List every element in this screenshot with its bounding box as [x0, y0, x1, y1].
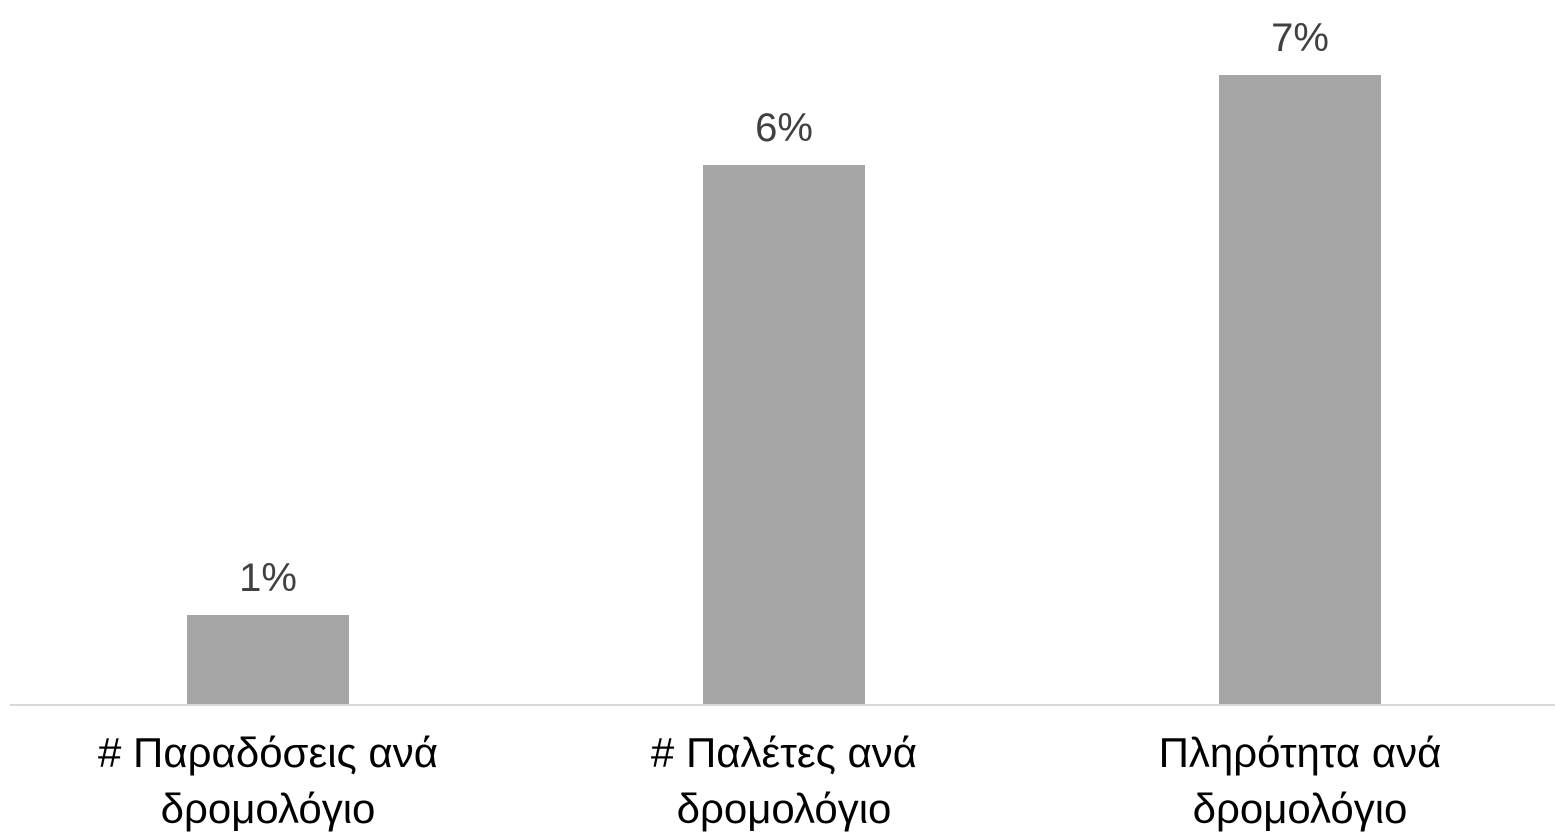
bar-1	[187, 615, 349, 705]
data-label-3: 7%	[1271, 16, 1329, 60]
category-label-2: # Παλέτες ανά δρομολόγιο	[651, 729, 917, 832]
category-label-3-line-2: δρομολόγιο	[1193, 785, 1408, 832]
data-label-2: 6%	[755, 106, 813, 150]
bar-3	[1219, 75, 1381, 705]
data-label-1: 1%	[239, 556, 297, 600]
category-label-2-line-1: # Παλέτες ανά	[651, 729, 917, 776]
category-label-3: Πληρότητα ανά δρομολόγιο	[1159, 729, 1442, 832]
category-label-1: # Παραδόσεις ανά δρομολόγιο	[98, 729, 438, 832]
category-labels-group: # Παραδόσεις ανά δρομολόγιο # Παλέτες ανά δ…	[98, 729, 1441, 832]
category-label-2-line-2: δρομολόγιο	[677, 785, 892, 832]
bars-group	[187, 75, 1381, 705]
category-label-3-line-1: Πληρότητα ανά	[1159, 729, 1442, 776]
category-label-1-line-1: # Παραδόσεις ανά	[98, 729, 438, 776]
bar-2	[703, 165, 865, 705]
category-label-1-line-2: δρομολόγιο	[161, 785, 376, 832]
data-labels-group: 1% 6% 7%	[239, 16, 1329, 600]
